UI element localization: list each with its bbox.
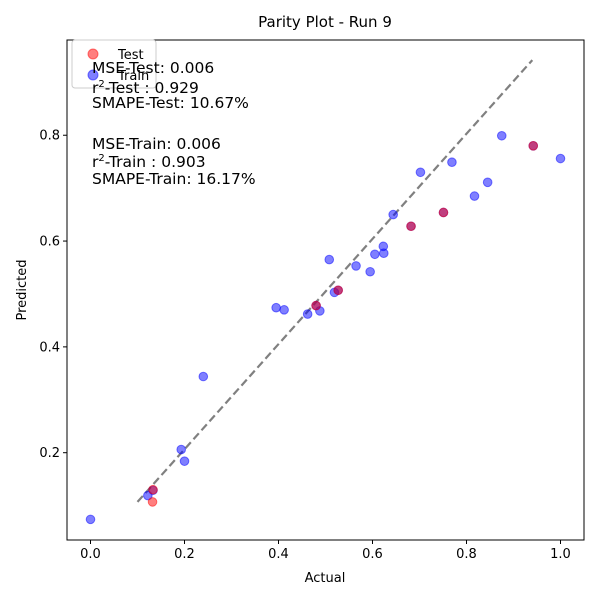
legend-train-label: Train: [117, 69, 149, 84]
parity-line: [136, 59, 534, 503]
x-tick-label: 0.0: [80, 547, 101, 562]
train-point: [388, 209, 398, 220]
x-tick-label: 0.8: [456, 547, 477, 562]
y-tick-label: 0.4: [39, 340, 60, 355]
train-point: [555, 153, 566, 164]
parity-line-layer: [136, 59, 534, 503]
chart-title: Parity Plot - Run 9: [258, 13, 392, 31]
legend-train-marker: [87, 69, 99, 81]
y-tick-label: 0.2: [39, 446, 60, 461]
test-point: [406, 221, 416, 232]
y-tick-label: 0.6: [39, 235, 60, 250]
train-point: [279, 305, 289, 315]
test-point: [333, 285, 343, 296]
x-tick-label: 0.4: [268, 547, 289, 562]
train-point: [370, 249, 380, 260]
train-point: [415, 167, 426, 178]
train-point: [496, 130, 507, 141]
legend-test-label: Test: [117, 48, 144, 63]
test-point: [148, 484, 158, 495]
metric-mse-test: MSE-Test: 0.006: [92, 59, 214, 77]
test-point: [528, 141, 539, 151]
train-point: [378, 248, 389, 259]
metric-r2-test: r2-Test : 0.929: [92, 79, 199, 97]
data-points-layer: [85, 130, 566, 525]
plot-frame: [66, 39, 585, 541]
axis-ticks-layer: 0.0 0.2 0.4 0.6 0.8 1.0 0.2 0.4 0.6 0.8: [39, 129, 571, 562]
train-point: [176, 444, 187, 455]
metrics-annotation: MSE-Test: 0.006 r2-Test : 0.929 SMAPE-Te…: [92, 59, 256, 188]
x-axis-label: Actual: [305, 571, 346, 586]
metric-smape-train: SMAPE-Train: 16.17%: [92, 170, 256, 188]
test-point: [147, 497, 158, 507]
x-tick-label: 0.2: [174, 547, 195, 562]
train-point: [302, 309, 313, 319]
train-point: [469, 191, 480, 201]
train-point: [447, 157, 457, 168]
train-point: [179, 456, 190, 466]
train-point: [324, 254, 335, 265]
legend: Test Train: [71, 39, 157, 89]
x-tick-label: 0.6: [362, 547, 383, 562]
test-point: [311, 300, 321, 311]
legend-test-marker: [87, 48, 99, 60]
train-point: [365, 266, 375, 277]
train-point: [85, 514, 96, 525]
train-point: [351, 261, 361, 271]
train-point: [271, 302, 281, 313]
x-tick-label: 1.0: [550, 547, 571, 562]
y-axis-label: Predicted: [15, 259, 30, 320]
metric-smape-test: SMAPE-Test: 10.67%: [92, 94, 249, 112]
test-point: [438, 207, 449, 218]
plot-area-frame: [66, 39, 585, 541]
metric-mse-train: MSE-Train: 0.006: [92, 135, 221, 153]
train-point: [482, 177, 493, 188]
metric-r2-train: r2-Train : 0.903: [92, 153, 206, 171]
y-tick-label: 0.8: [39, 129, 60, 144]
train-point: [198, 371, 209, 382]
